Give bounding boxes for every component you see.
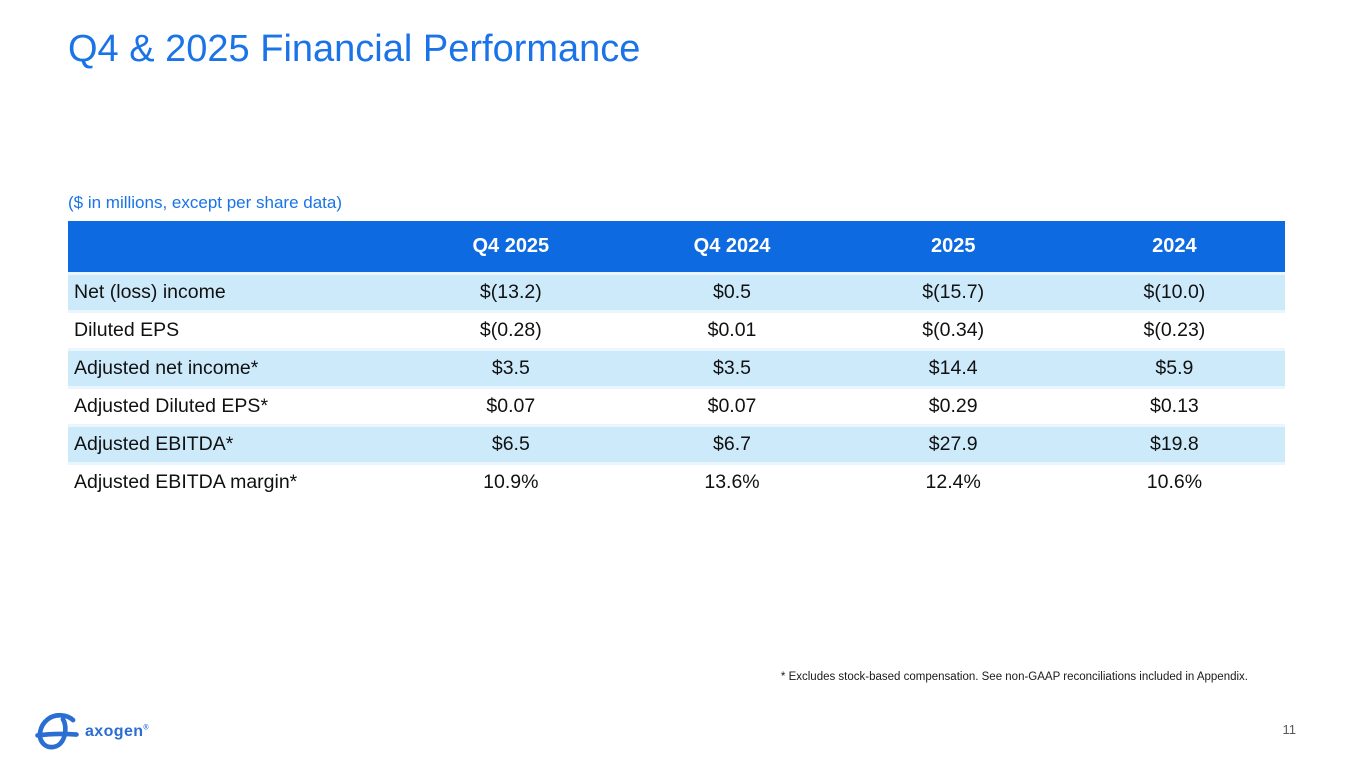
row-label: Diluted EPS [68, 311, 401, 350]
cell-value: $5.9 [1063, 348, 1285, 389]
column-header-q4-2024: Q4 2024 [621, 221, 843, 275]
cell-value: $27.9 [842, 424, 1064, 465]
cell-value: $(10.0) [1063, 272, 1285, 313]
table-header-row: Q4 2025 Q4 2024 2025 2024 [68, 221, 1285, 275]
table-row: Adjusted EBITDA margin* 10.9% 13.6% 12.4… [68, 463, 1285, 500]
cell-value: $0.07 [621, 387, 843, 426]
table-row: Adjusted Diluted EPS* $0.07 $0.07 $0.29 … [68, 387, 1285, 426]
table-row: Adjusted net income* $3.5 $3.5 $14.4 $5.… [68, 348, 1285, 389]
cell-value: $19.8 [1063, 424, 1285, 465]
cell-value: $0.01 [621, 311, 843, 350]
column-header-q4-2025: Q4 2025 [400, 221, 622, 275]
cell-value: $6.7 [621, 424, 843, 465]
row-label: Net (loss) income [68, 272, 401, 313]
cell-value: $0.13 [1063, 387, 1285, 426]
column-header-2025: 2025 [842, 221, 1064, 275]
page-number: 11 [1282, 722, 1297, 737]
cell-value: $(0.23) [1063, 311, 1285, 350]
financial-table-container: Q4 2025 Q4 2024 2025 2024 Net (loss) inc… [68, 221, 1285, 500]
company-logo: axogen® [35, 712, 149, 752]
cell-value: 10.9% [400, 463, 622, 500]
cell-value: $0.5 [621, 272, 843, 313]
cell-value: $(0.28) [400, 311, 622, 350]
non-gaap-footnote: * Excludes stock-based compensation. See… [780, 671, 1248, 683]
table-row: Net (loss) income $(13.2) $0.5 $(15.7) $… [68, 272, 1285, 313]
cell-value: $0.07 [400, 387, 622, 426]
cell-value: 10.6% [1063, 463, 1285, 500]
table-units-note: ($ in millions, except per share data) [68, 193, 343, 212]
table-row: Adjusted EBITDA* $6.5 $6.7 $27.9 $19.8 [68, 424, 1285, 465]
cell-value: $3.5 [400, 348, 622, 389]
cell-value: 12.4% [842, 463, 1064, 500]
table-row: Diluted EPS $(0.28) $0.01 $(0.34) $(0.23… [68, 311, 1285, 350]
financial-table: Q4 2025 Q4 2024 2025 2024 Net (loss) inc… [68, 221, 1285, 500]
cell-value: $(15.7) [842, 272, 1064, 313]
cell-value: $6.5 [400, 424, 622, 465]
column-header-blank [68, 221, 401, 275]
axogen-logo-icon [35, 712, 79, 750]
row-label: Adjusted EBITDA* [68, 424, 401, 465]
page-title: Q4 & 2025 Financial Performance [68, 28, 641, 70]
registered-trademark-mark: ® [143, 724, 149, 732]
cell-value: $14.4 [842, 348, 1064, 389]
column-header-2024: 2024 [1063, 221, 1285, 275]
cell-value: $0.29 [842, 387, 1064, 426]
cell-value: $(0.34) [842, 311, 1064, 350]
cell-value: $(13.2) [400, 272, 622, 313]
cell-value: 13.6% [621, 463, 843, 500]
row-label: Adjusted EBITDA margin* [68, 463, 401, 500]
row-label: Adjusted Diluted EPS* [68, 387, 401, 426]
row-label: Adjusted net income* [68, 348, 401, 389]
logo-wordmark: axogen® [85, 723, 149, 740]
cell-value: $3.5 [621, 348, 843, 389]
